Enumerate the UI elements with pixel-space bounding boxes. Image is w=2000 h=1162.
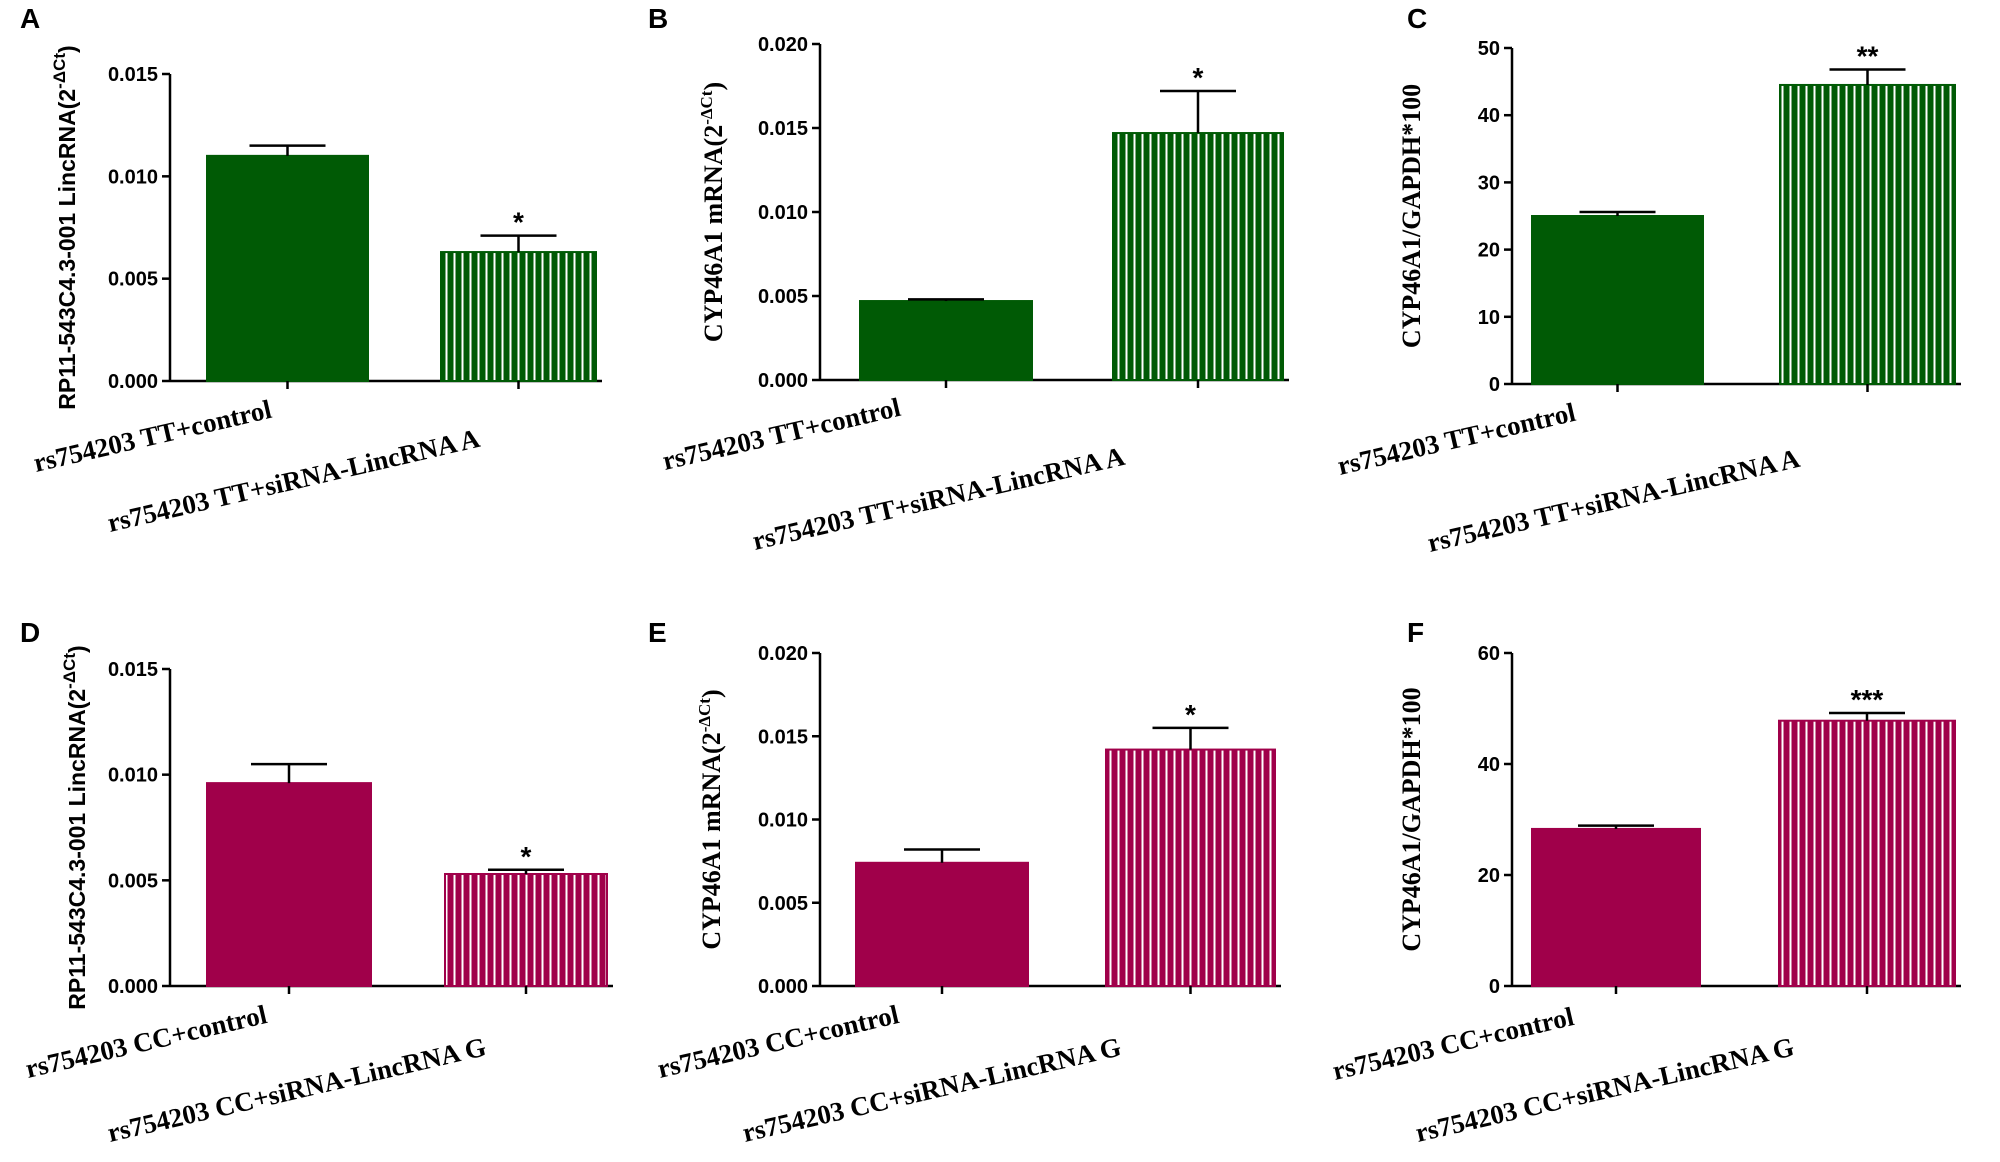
bar-2: [1778, 719, 1956, 988]
category-label: rs754203 TT+siRNA-LincRNA A: [1425, 443, 1803, 558]
panel-b: B 0.000 0.005 0.010 0.015 0.020 rs754203 TT+co…: [648, 3, 1289, 556]
y-tick-label: 0.005: [108, 870, 158, 892]
y-tick-label: 20: [1478, 240, 1500, 262]
y-axis-label: CYP46A1 mRNA(2-ΔCt): [697, 82, 728, 342]
significance-label: ***: [1851, 684, 1884, 715]
y-tick-label: 0.010: [758, 810, 808, 832]
panel-d: D 0.000 0.005 0.010 0.015 rs754203 CC+control…: [20, 617, 613, 1148]
category-label: rs754203 CC+control: [23, 999, 271, 1084]
panel-label: A: [20, 3, 40, 34]
y-axis-label: CYP46A1/GAPDH*100: [1397, 687, 1426, 951]
significance-label: *: [521, 841, 532, 872]
y-tick-label: 0: [1489, 374, 1500, 396]
bar-2: [440, 251, 597, 382]
y-tick-label: 0.015: [758, 726, 808, 748]
y-tick-label: 0.020: [758, 643, 808, 665]
y-tick-label: 0.010: [108, 166, 158, 188]
y-tick-label: 0.000: [758, 370, 808, 392]
panel-label: F: [1407, 617, 1424, 648]
category-label: rs754203 TT+siRNA-LincRNA A: [750, 441, 1128, 556]
category-label: rs754203 CC+control: [1330, 1001, 1578, 1086]
bar-1: [1531, 827, 1701, 987]
y-tick-label: 0.000: [108, 371, 158, 393]
y-axis-label: RP11-543C4.3-001 LincRNA(2-ΔCt): [60, 645, 90, 1009]
significance-label: *: [513, 207, 524, 238]
category-label: rs754203 TT+control: [1335, 397, 1579, 481]
bar-2: [1779, 83, 1956, 386]
bar-1: [1531, 215, 1704, 385]
significance-label: *: [1193, 62, 1204, 93]
y-tick-label: 40: [1478, 754, 1500, 776]
y-tick-label: 10: [1478, 307, 1500, 329]
bar-1: [206, 154, 369, 382]
y-tick-label: 60: [1478, 643, 1500, 665]
y-axis-label: RP11-543C4.3-001 LincRNA(2-ΔCt): [50, 45, 80, 409]
category-label: rs754203 CC+control: [655, 999, 903, 1084]
y-axis-label: CYP46A1/GAPDH*100: [1397, 84, 1426, 348]
y-axis-label: CYP46A1 mRNA(2-ΔCt): [695, 689, 726, 949]
y-tick-label: 0.005: [758, 893, 808, 915]
panel-label: E: [648, 617, 667, 648]
significance-label: *: [1185, 699, 1196, 730]
bar-2: [444, 872, 608, 988]
panel-label: B: [648, 3, 668, 34]
y-tick-label: 20: [1478, 865, 1500, 887]
panel-c: C 0 10 20 30 40 50 rs754203 TT+control ** rs75420…: [1335, 3, 1961, 558]
bar-1: [859, 300, 1033, 382]
bar-1: [206, 782, 372, 987]
y-tick-label: 40: [1478, 105, 1500, 127]
y-tick-label: 0.005: [108, 269, 158, 291]
y-tick-label: 0.020: [758, 34, 808, 56]
y-tick-label: 0.015: [108, 659, 158, 681]
y-tick-label: 0.010: [758, 202, 808, 224]
y-tick-label: 0: [1489, 976, 1500, 998]
panel-label: D: [20, 617, 40, 648]
y-tick-label: 30: [1478, 172, 1500, 194]
y-tick-label: 0.015: [108, 64, 158, 86]
bar-2: [1105, 748, 1276, 987]
category-label: rs754203 TT+control: [660, 392, 904, 476]
y-tick-label: 0.005: [758, 286, 808, 308]
y-tick-label: 0.000: [758, 976, 808, 998]
y-tick-label: 0.000: [108, 976, 158, 998]
bar-2: [1112, 132, 1284, 381]
y-tick-label: 0.015: [758, 118, 808, 140]
y-tick-label: 0.010: [108, 765, 158, 787]
bar-1: [855, 861, 1029, 987]
y-tick-label: 50: [1478, 38, 1500, 60]
significance-label: **: [1857, 41, 1879, 72]
panel-e: E 0.000 0.005 0.010 0.015 0.020 rs754203 CC+co…: [648, 617, 1281, 1148]
panel-label: C: [1407, 3, 1427, 34]
